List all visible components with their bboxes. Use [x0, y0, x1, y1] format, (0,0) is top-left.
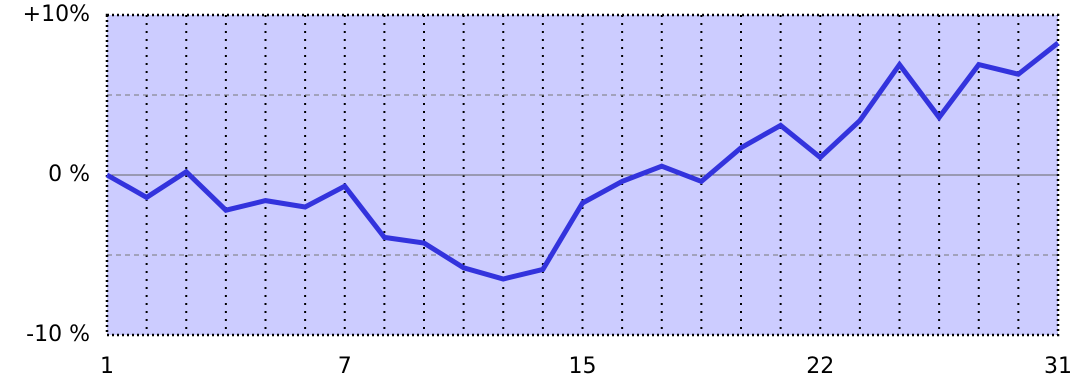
x-tick-label: 1: [100, 354, 114, 378]
x-tick-label: 31: [1044, 354, 1070, 378]
y-tick-label: 0 %: [48, 162, 90, 187]
y-tick-label: -10 %: [26, 322, 90, 347]
x-tick-label: 15: [569, 354, 597, 378]
y-tick-label: +10%: [23, 2, 90, 27]
line-series: [105, 41, 1060, 282]
x-tick-label: 22: [806, 354, 834, 378]
x-tick-label: 7: [338, 354, 352, 378]
